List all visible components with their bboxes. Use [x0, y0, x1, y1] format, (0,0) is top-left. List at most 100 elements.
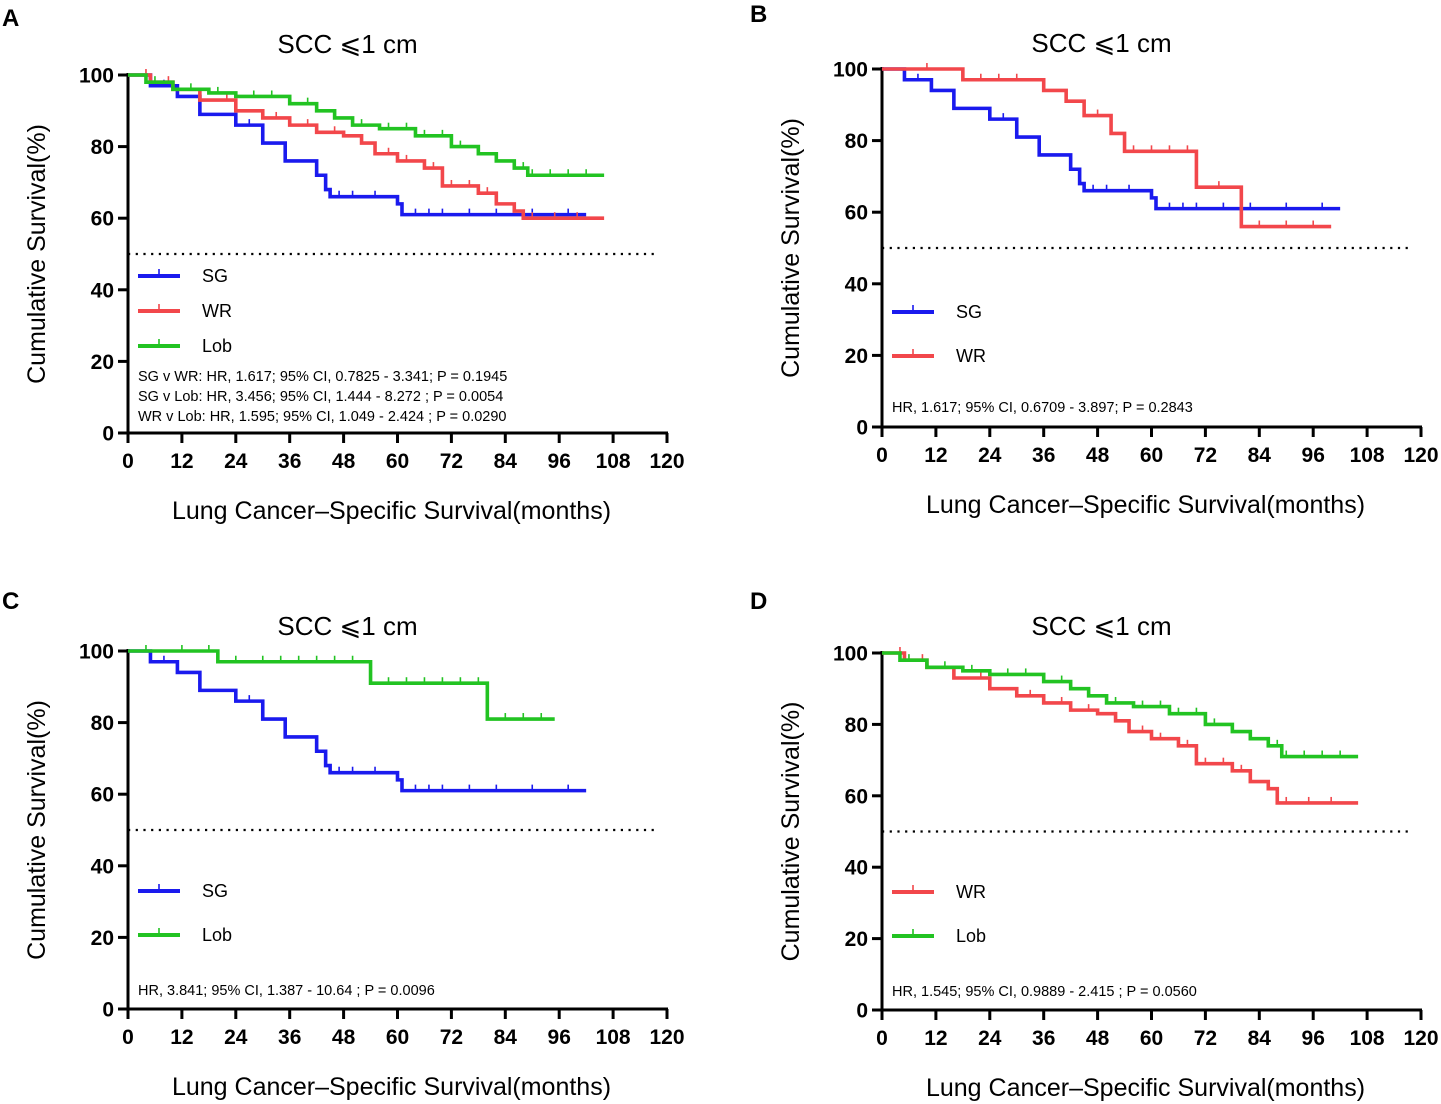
panel-a-x-axis-label: Lung Cancer–Specific Survival(months) [172, 497, 611, 525]
panel-a-series-sg [128, 73, 587, 217]
panel-b-x-tick-label: 36 [1032, 444, 1055, 467]
panel-a-legend-label-wr: WR [202, 301, 232, 321]
panel-a-x-tick-label: 24 [224, 450, 248, 473]
panel-c-series-lob [128, 649, 555, 721]
panel-d-y-tick-label: 0 [856, 1000, 868, 1023]
panel-c-y-tick-label: 60 [91, 784, 114, 807]
panel-c-y-tick-label: 100 [79, 641, 114, 664]
panel-a-y-axis-label: Cumulative Survival(%) [23, 124, 51, 384]
panel-a-legend-label-lob: Lob [202, 336, 232, 356]
panel-c-y-axis-label: Cumulative Survival(%) [23, 700, 51, 960]
panel-c-legend-label-lob: Lob [202, 925, 232, 945]
panel-a-y-tick-label: 60 [91, 208, 114, 231]
panel-d-y-axis-label: Cumulative Survival(%) [777, 702, 805, 962]
panel-b-legend-label-wr: WR [956, 346, 986, 366]
panel-b-y-tick-label: 20 [845, 345, 868, 368]
panel-b-y-axis-label: Cumulative Survival(%) [777, 118, 805, 378]
panel-b-y-tick-label: 60 [845, 202, 868, 225]
panel-a-y-tick-label: 100 [79, 65, 114, 88]
panel-a-x-tick-label: 96 [548, 450, 571, 473]
panel-c-y-tick-label: 0 [102, 999, 114, 1022]
panel-d-letter: D [750, 588, 767, 615]
panel-b-series-sg [882, 67, 1341, 211]
panel-d-x-tick-label: 12 [924, 1027, 947, 1050]
panel-c-x-tick-label: 72 [440, 1026, 463, 1049]
panel-b-letter: B [750, 1, 767, 28]
panel-c-x-tick-label: 60 [386, 1026, 409, 1049]
panel-d: D SCC ⩽1 cm 0 12 24 36 48 60 72 84 96 108 120 0 20 40 60… [750, 588, 1439, 1102]
panel-b-x-tick-label: 48 [1086, 444, 1110, 467]
panel-a-x-tick-label: 12 [170, 450, 193, 473]
panel-c-x-tick-label: 24 [224, 1026, 248, 1049]
panel-c-x-tick-label: 96 [548, 1026, 571, 1049]
panel-a-x-tick-label: 48 [332, 450, 356, 473]
panel-a-x-tick-label: 84 [494, 450, 518, 473]
panel-d-legend-label-wr: WR [956, 882, 986, 902]
panel-b-x-tick-label: 108 [1350, 444, 1385, 467]
panel-b-y-tick-label: 0 [856, 417, 868, 440]
panel-b: B SCC ⩽1 cm 0 12 24 36 48 60 72 84 96 108 120 0 20 40 60… [750, 1, 1439, 519]
panel-d-stat-annotation: HR, 1.545; 95% CI, 0.9889 - 2.415 ; P = … [892, 984, 1197, 1000]
panel-a-x-tick-label: 36 [278, 450, 301, 473]
panel-d-series-wr [882, 651, 1359, 805]
panel-d-x-tick-label: 108 [1350, 1027, 1385, 1050]
panel-a-x-tick-label: 108 [596, 450, 631, 473]
panel-d-x-tick-label: 72 [1194, 1027, 1217, 1050]
panel-b-x-tick-label: 12 [924, 444, 947, 467]
panel-b-stat-annotation: HR, 1.617; 95% CI, 0.6709 - 3.897; P = 0… [892, 400, 1193, 416]
panel-d-x-tick-label: 36 [1032, 1027, 1055, 1050]
panel-b-y-tick-label: 80 [845, 130, 868, 153]
panel-d-x-tick-label: 96 [1302, 1027, 1325, 1050]
panel-d-x-tick-label: 120 [1403, 1027, 1438, 1050]
panel-c-letter: C [2, 588, 19, 615]
panel-c-title: SCC ⩽1 cm [277, 611, 417, 641]
panel-c-legend-label-sg: SG [202, 881, 228, 901]
panel-a-stat-annotation: WR v Lob: HR, 1.595; 95% CI, 1.049 - 2.4… [138, 409, 507, 425]
panel-c-x-tick-label: 12 [170, 1026, 193, 1049]
panel-d-y-tick-label: 100 [833, 643, 868, 666]
panel-a-stat-annotation: SG v Lob: HR, 3.456; 95% CI, 1.444 - 8.2… [138, 389, 503, 405]
panel-c-x-axis-label: Lung Cancer–Specific Survival(months) [172, 1073, 611, 1101]
panel-a-y-tick-label: 20 [91, 351, 114, 374]
panel-d-y-tick-label: 60 [845, 785, 868, 808]
panel-a-x-tick-label: 120 [649, 450, 684, 473]
panel-c-stat-annotation: HR, 3.841; 95% CI, 1.387 - 10.64 ; P = 0… [138, 983, 435, 999]
panel-c-x-tick-label: 84 [494, 1026, 518, 1049]
panel-d-x-tick-label: 0 [876, 1027, 888, 1050]
panel-d-series-lob [882, 651, 1359, 759]
panel-b-y-tick-label: 40 [845, 273, 868, 296]
panel-c-x-tick-label: 48 [332, 1026, 356, 1049]
panel-b-x-axis-label: Lung Cancer–Specific Survival(months) [926, 491, 1365, 519]
panel-d-x-tick-label: 60 [1140, 1027, 1163, 1050]
panel-b-legend-label-sg: SG [956, 302, 982, 322]
panel-a-legend-label-sg: SG [202, 266, 228, 286]
panel-b-title: SCC ⩽1 cm [1031, 28, 1171, 58]
panel-b-x-tick-label: 60 [1140, 444, 1163, 467]
panel-b-x-tick-label: 84 [1248, 444, 1272, 467]
panel-a-y-tick-label: 80 [91, 136, 114, 159]
panel-d-y-tick-label: 80 [845, 714, 868, 737]
panel-a-y-tick-label: 0 [102, 423, 114, 446]
panel-a-x-tick-label: 60 [386, 450, 409, 473]
panel-c-x-tick-label: 0 [122, 1026, 134, 1049]
panel-b-series-wr [882, 67, 1332, 229]
panel-c-x-tick-label: 120 [649, 1026, 684, 1049]
panel-d-x-axis-label: Lung Cancer–Specific Survival(months) [926, 1074, 1365, 1102]
panel-a-y-tick-label: 40 [91, 279, 114, 302]
panel-c-series-sg [128, 649, 587, 793]
panel-a-stat-annotation: SG v WR: HR, 1.617; 95% CI, 0.7825 - 3.3… [138, 369, 507, 385]
panel-b-y-tick-label: 100 [833, 59, 868, 82]
panel-c-y-tick-label: 40 [91, 855, 114, 878]
panel-b-x-tick-label: 96 [1302, 444, 1325, 467]
panel-a-x-tick-label: 0 [122, 450, 134, 473]
panel-a-letter: A [2, 5, 19, 32]
panel-a-series-wr [128, 73, 605, 220]
panel-d-legend-label-lob: Lob [956, 926, 986, 946]
panel-d-y-tick-label: 40 [845, 857, 868, 880]
panel-d-title: SCC ⩽1 cm [1031, 611, 1171, 641]
panel-c-x-tick-label: 108 [596, 1026, 631, 1049]
panel-c: C SCC ⩽1 cm 0 12 24 36 48 60 72 84 96 108 120 0 20 40 60… [2, 588, 685, 1101]
panel-b-x-tick-label: 0 [876, 444, 888, 467]
panel-d-y-tick-label: 20 [845, 928, 868, 951]
